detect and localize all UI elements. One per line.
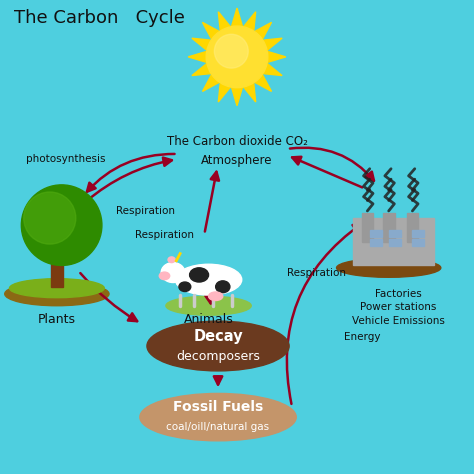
Ellipse shape — [140, 393, 296, 441]
Polygon shape — [255, 74, 272, 91]
Text: photosynthesis: photosynthesis — [26, 154, 106, 164]
Ellipse shape — [168, 257, 175, 263]
Polygon shape — [255, 22, 272, 39]
Bar — [389, 239, 401, 246]
Polygon shape — [192, 38, 211, 50]
Polygon shape — [202, 74, 219, 91]
Ellipse shape — [175, 264, 242, 295]
Ellipse shape — [166, 296, 251, 315]
Ellipse shape — [337, 258, 441, 277]
Ellipse shape — [216, 281, 230, 292]
Bar — [412, 239, 424, 246]
Bar — [362, 213, 373, 242]
Bar — [383, 213, 395, 242]
Ellipse shape — [179, 282, 191, 292]
Text: Decay: Decay — [193, 329, 243, 344]
Text: coal/oill/natural gas: coal/oill/natural gas — [166, 421, 270, 432]
Text: Animals: Animals — [184, 313, 233, 327]
Polygon shape — [263, 38, 282, 50]
Polygon shape — [192, 64, 211, 75]
Circle shape — [24, 192, 76, 244]
Ellipse shape — [9, 279, 104, 298]
Text: Energy: Energy — [344, 331, 380, 342]
Bar — [353, 218, 434, 265]
Polygon shape — [244, 83, 255, 102]
Text: Respiration: Respiration — [116, 206, 175, 216]
Polygon shape — [219, 12, 230, 31]
Circle shape — [206, 26, 268, 88]
Text: decomposers: decomposers — [176, 350, 260, 363]
Bar — [407, 213, 418, 242]
Ellipse shape — [161, 263, 185, 283]
Text: Factories
Power stations
Vehicle Emissions: Factories Power stations Vehicle Emissio… — [352, 289, 445, 326]
Text: Fossil Fuels: Fossil Fuels — [173, 400, 263, 414]
Polygon shape — [231, 87, 243, 106]
Bar — [389, 230, 401, 237]
Bar — [412, 230, 424, 237]
Polygon shape — [267, 51, 286, 63]
Polygon shape — [263, 64, 282, 75]
Text: Plants: Plants — [38, 313, 76, 327]
Text: Atmosphere: Atmosphere — [201, 154, 273, 167]
Polygon shape — [219, 83, 230, 102]
Text: Respiration: Respiration — [135, 229, 194, 240]
Polygon shape — [231, 8, 243, 27]
Polygon shape — [202, 22, 219, 39]
Circle shape — [21, 185, 102, 265]
Ellipse shape — [5, 282, 109, 306]
Text: The Carbon   Cycle: The Carbon Cycle — [14, 9, 185, 27]
Bar — [370, 230, 382, 237]
Polygon shape — [244, 12, 255, 31]
Ellipse shape — [190, 268, 209, 282]
Bar — [370, 239, 382, 246]
Ellipse shape — [159, 272, 170, 280]
Ellipse shape — [209, 292, 223, 301]
Polygon shape — [188, 51, 207, 63]
Circle shape — [214, 34, 248, 68]
Text: Respiration: Respiration — [287, 267, 346, 278]
Ellipse shape — [147, 321, 289, 371]
Text: The Carbon dioxide CO₂: The Carbon dioxide CO₂ — [166, 135, 308, 148]
Bar — [51, 244, 63, 287]
